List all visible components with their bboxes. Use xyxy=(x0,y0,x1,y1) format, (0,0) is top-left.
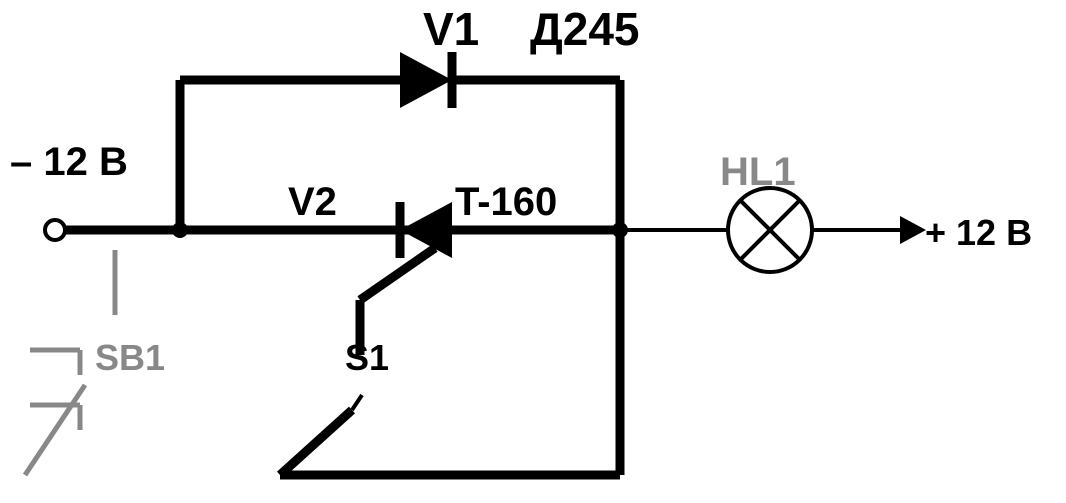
switch-S1-arm xyxy=(280,410,352,475)
switch-S1-tip xyxy=(352,395,362,410)
label-T160: T-160 xyxy=(455,180,557,224)
label-V1: V1 xyxy=(423,3,479,55)
label-D245: Д245 xyxy=(530,3,640,55)
circuit-schematic: V1 Д245 V2 T-160 HL1 SB1 S1 – 12 B + 12 B xyxy=(0,0,1066,503)
label-SB1: SB1 xyxy=(95,337,165,378)
arrow-right xyxy=(900,216,926,244)
terminal-left xyxy=(45,220,65,240)
label-neg12: – 12 B xyxy=(10,140,128,184)
label-HL1: HL1 xyxy=(720,150,796,194)
label-S1: S1 xyxy=(345,337,389,378)
diode-V1-triangle xyxy=(400,52,452,108)
label-pos12: + 12 B xyxy=(925,212,1032,253)
sb1-diag xyxy=(25,385,85,475)
label-V2: V2 xyxy=(288,180,337,224)
